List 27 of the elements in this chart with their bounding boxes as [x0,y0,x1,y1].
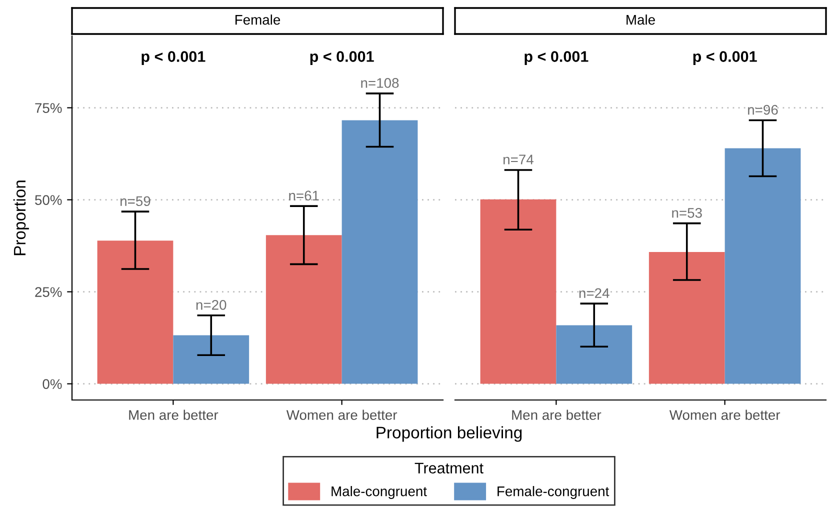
annotation: p < 0.001 [142,51,206,65]
x-tick-label: Women are better [669,410,780,420]
y-tick-label: 25% [35,287,62,297]
annotation: n=96 [748,104,778,115]
annotation: n=53 [672,208,702,218]
y-axis-title: Proportion [13,180,29,256]
x-tick-label: Men are better [512,410,602,420]
annotation: n=24 [579,288,610,298]
annotation: n=20 [196,300,226,310]
legend-label: Female-congruent [498,486,610,499]
chart-title: Female [235,14,280,25]
annotation: n=108 [361,78,399,88]
x-axis-title: Proportion believing [376,426,522,442]
annotation: n=74 [504,154,534,164]
x-tick-label: Women are better [286,410,398,420]
x-tick-label: Men are better [129,410,218,420]
legend-title: Treatment [414,462,484,474]
annotation: p < 0.001 [310,51,374,65]
annotation: p < 0.001 [693,51,757,65]
chart-title: Male [626,14,655,25]
legend-label: Male-congruent [332,486,427,499]
y-tick-label: 75% [35,103,62,113]
y-tick-label: 50% [35,195,62,205]
annotation: n=59 [120,196,150,206]
y-tick-label: 0% [42,379,62,389]
annotation: p < 0.001 [524,51,588,65]
annotation: n=61 [289,190,319,201]
